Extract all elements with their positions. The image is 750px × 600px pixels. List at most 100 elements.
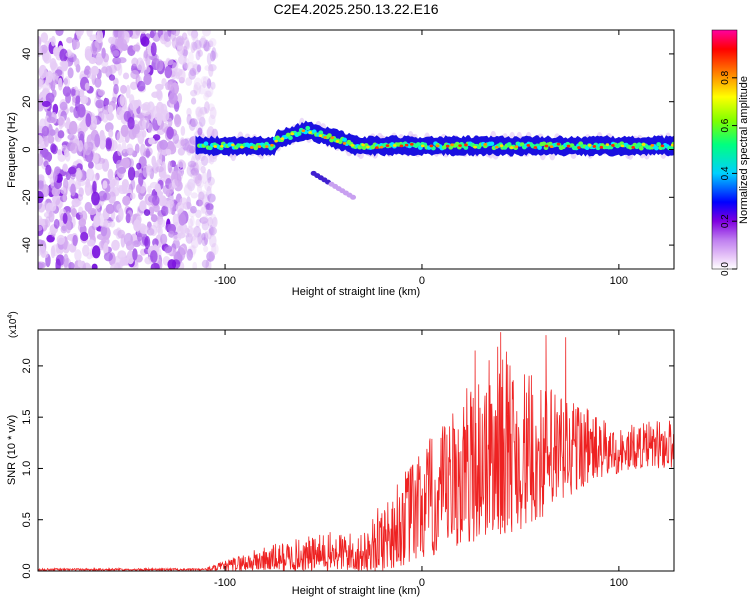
noise-blob <box>105 203 115 214</box>
noise-blob <box>108 129 114 138</box>
noise-blob <box>207 216 214 227</box>
noise-blob <box>208 64 214 77</box>
trace-hotspot <box>379 145 384 149</box>
noise-blob <box>122 195 131 206</box>
spectrogram-y-ticks: -40 -20 0 20 40 <box>21 48 674 253</box>
noise-blob <box>45 216 51 228</box>
noise-blob <box>197 232 203 245</box>
noise-blob <box>65 51 75 58</box>
noise-blob <box>187 160 197 168</box>
noise-blob <box>195 121 204 136</box>
noise-blob <box>42 51 52 64</box>
noise-blob <box>147 41 153 56</box>
noise-blob <box>183 184 193 197</box>
noise-blob <box>196 179 205 188</box>
noise-blob <box>186 142 192 150</box>
noise-blob <box>65 170 71 181</box>
noise-blob <box>204 230 210 240</box>
trace-core <box>541 141 547 146</box>
noise-blob <box>139 200 147 212</box>
noise-blob <box>38 153 44 167</box>
colorbar-tick-label: 0.6 <box>720 118 731 132</box>
noise-blob <box>182 137 192 147</box>
noise-blob <box>50 35 56 47</box>
noise-blob <box>46 116 56 124</box>
noise-blob <box>129 192 136 200</box>
noise-blob <box>199 106 208 115</box>
noise-blob <box>130 69 140 80</box>
noise-blob <box>196 40 202 55</box>
noise-blob <box>201 236 208 247</box>
trace-hotspot <box>599 145 604 149</box>
noise-blob <box>172 133 180 145</box>
noise-blob <box>193 84 199 95</box>
colorbar: 0.0 0.2 0.4 0.6 0.8 Normalized spectral ampl… <box>711 29 750 276</box>
noise-blob <box>45 70 54 83</box>
noise-blob <box>204 90 212 98</box>
noise-blob <box>38 135 43 145</box>
noise-blob <box>120 124 129 137</box>
noise-blob <box>88 57 97 65</box>
noise-blob <box>177 159 185 168</box>
noise-blob <box>108 64 117 74</box>
noise-blob <box>164 65 173 79</box>
trace-core <box>489 141 495 146</box>
noise-blob <box>77 130 85 141</box>
noise-blob <box>41 125 50 137</box>
noise-blob <box>72 39 80 50</box>
noise-blob <box>50 245 56 259</box>
noise-blob <box>80 231 89 242</box>
noise-blob <box>195 106 204 118</box>
noise-blob <box>185 142 191 151</box>
noise-blob <box>189 244 197 255</box>
trace-core <box>454 141 460 147</box>
noise-blob <box>103 98 110 106</box>
noise-blob <box>198 37 208 49</box>
trace-core <box>203 141 209 146</box>
noise-blob <box>195 50 201 61</box>
noise-blob <box>204 101 210 114</box>
noise-blob <box>45 164 52 176</box>
noise-blob <box>210 243 219 256</box>
noise-blob <box>64 76 71 88</box>
noise-blob <box>125 84 131 99</box>
noise-blob <box>155 166 164 173</box>
noise-blob <box>208 63 217 72</box>
noise-blob <box>195 107 202 121</box>
trace-hotspot <box>274 139 278 143</box>
noise-blob <box>165 58 174 66</box>
noise-blob <box>107 104 114 114</box>
trace-hotspot <box>366 145 370 149</box>
noise-blob <box>135 215 142 224</box>
noise-blob <box>207 40 214 48</box>
noise-blob <box>101 109 109 123</box>
snr-x-tick-label: -100 <box>214 577 236 589</box>
snr-x-ticks: -100 0 100 <box>214 330 628 589</box>
noise-blob <box>71 88 76 96</box>
trace-hotspot <box>323 136 327 139</box>
noise-blob <box>186 164 196 177</box>
noise-blob <box>59 101 68 111</box>
noise-blob <box>117 57 127 64</box>
noise-blob <box>189 118 198 128</box>
spectrogram-x-label: Height of straight line (km) <box>292 286 420 298</box>
noise-blob <box>40 32 49 43</box>
trace-hotspot <box>231 143 235 147</box>
noise-blob <box>142 101 151 111</box>
noise-blob <box>62 212 68 225</box>
noise-blob <box>112 50 120 57</box>
noise-blob <box>134 143 140 154</box>
noise-blob <box>187 30 193 36</box>
noise-blob <box>188 218 194 229</box>
noise-blob <box>53 46 59 57</box>
noise-blob <box>150 42 157 57</box>
noise-blob <box>185 233 193 244</box>
noise-blob <box>180 125 186 136</box>
noise-blob <box>143 73 152 86</box>
trace-hotspot <box>318 134 323 137</box>
spectrogram-y-tick-label: -20 <box>21 189 33 205</box>
noise-blob <box>85 113 92 128</box>
noise-blob <box>180 139 186 147</box>
noise-blob <box>193 172 202 184</box>
